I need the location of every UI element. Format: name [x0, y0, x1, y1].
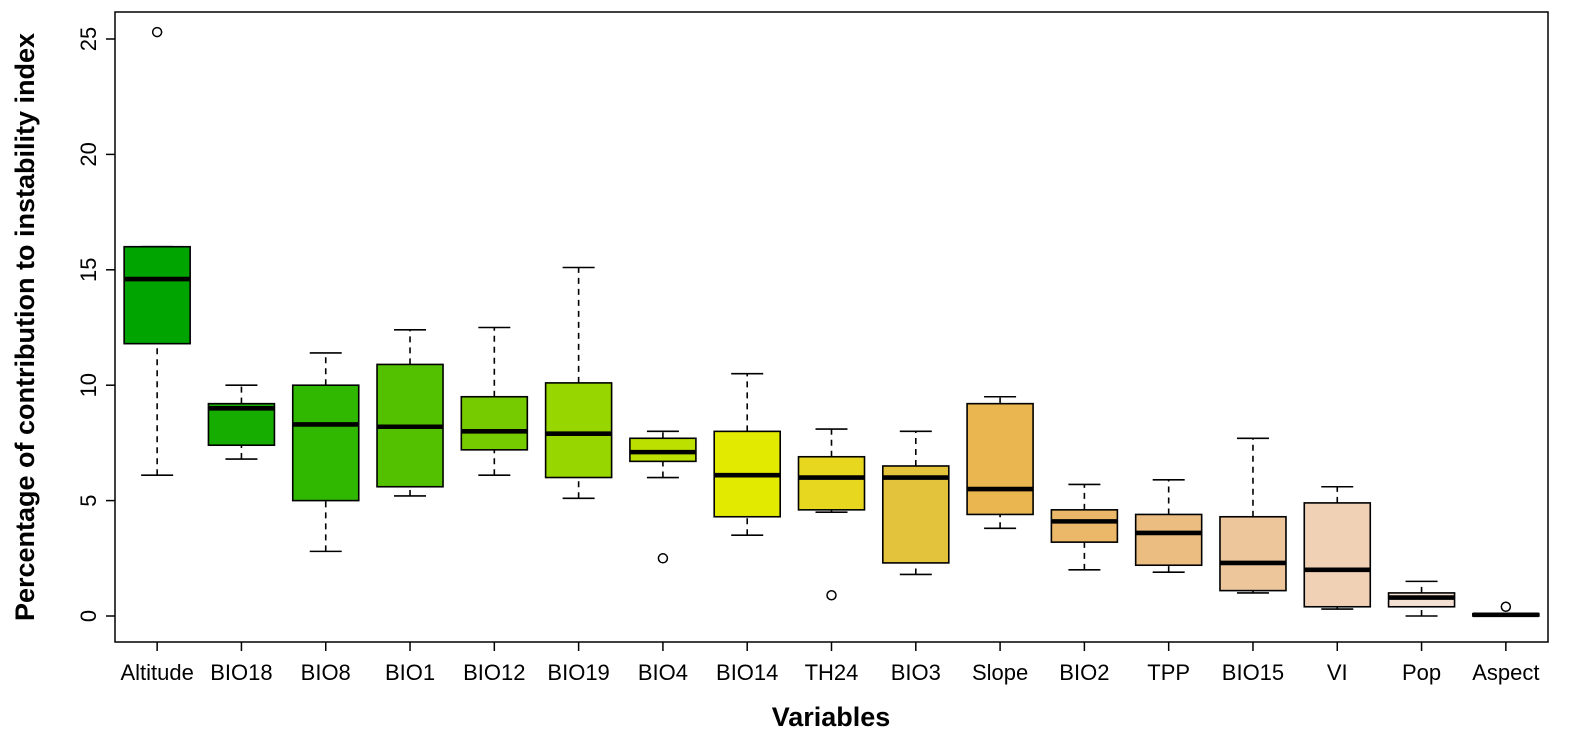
boxplot-bio4	[629, 430, 697, 564]
y-tick-label: 10	[76, 373, 101, 397]
iqr-box	[544, 382, 613, 479]
x-tick-label: BIO8	[301, 660, 351, 685]
iqr-box	[1134, 513, 1203, 567]
y-tick-label: 15	[76, 258, 101, 282]
x-tick-label: BIO15	[1222, 660, 1284, 685]
x-tick-label: BIO4	[638, 660, 688, 685]
x-tick-label: TPP	[1147, 660, 1190, 685]
plot-area: 0 5 10 15 20 25 Altitude BIO18 BIO8 BIO1 BIO12 BIO1…	[76, 11, 1549, 685]
iqr-box	[881, 465, 950, 564]
y-axis-title: Percentage of contribution to instabilit…	[10, 33, 40, 621]
iqr-box	[1219, 515, 1287, 592]
boxplot-slope	[966, 395, 1034, 530]
outlier-point	[151, 26, 163, 38]
boxplot-bio1	[376, 329, 444, 497]
x-axis-title: Variables	[772, 702, 891, 732]
boxplot-pop	[1387, 580, 1456, 617]
iqr-box	[291, 384, 360, 502]
x-tick-label: Pop	[1402, 660, 1441, 685]
boxplot-bio15	[1219, 437, 1287, 594]
iqr-box	[1050, 509, 1119, 543]
iqr-box	[966, 402, 1034, 516]
x-tick-label: BIO18	[210, 660, 272, 685]
boxplot-tpp	[1134, 479, 1203, 573]
iqr-box	[797, 455, 866, 511]
iqr-box	[1303, 502, 1372, 608]
boxplot-bio18	[207, 384, 276, 460]
x-tick-label: BIO2	[1059, 660, 1109, 685]
x-tick-label: VI	[1327, 660, 1348, 685]
iqr-box	[1387, 592, 1456, 608]
x-tick-label: Aspect	[1472, 660, 1539, 685]
y-tick-label: 25	[76, 27, 101, 51]
x-tick-label: Slope	[972, 660, 1028, 685]
outlier-point	[826, 589, 837, 601]
boxplot-bio19	[544, 266, 613, 500]
x-tick-label: BIO3	[891, 660, 941, 685]
boxplot-th24	[797, 428, 866, 601]
x-tick-label: BIO12	[463, 660, 525, 685]
iqr-box	[123, 245, 191, 345]
boxplot-aspect	[1472, 601, 1540, 618]
y-tick-label: 5	[76, 494, 101, 506]
boxplot-bio2	[1050, 483, 1119, 571]
boxplot-vi	[1303, 485, 1372, 610]
x-tick-label: TH24	[805, 660, 859, 685]
boxplot-bio14	[713, 372, 782, 537]
outlier-point	[657, 553, 669, 564]
boxplot-altitude	[123, 26, 191, 477]
boxplot-bio8	[291, 352, 360, 553]
iqr-box	[629, 437, 697, 463]
x-tick-label: BIO14	[716, 660, 778, 685]
boxplot-bio3	[881, 430, 950, 576]
y-tick-label: 0	[76, 610, 101, 622]
x-tick-label: BIO19	[547, 660, 609, 685]
iqr-box	[460, 395, 529, 451]
iqr-box	[207, 402, 276, 447]
y-tick-label: 20	[76, 142, 101, 166]
x-tick-label: Altitude	[120, 660, 193, 685]
boxplot-bio12	[460, 326, 529, 477]
x-tick-label: BIO1	[385, 660, 435, 685]
outlier-point	[1500, 601, 1512, 613]
